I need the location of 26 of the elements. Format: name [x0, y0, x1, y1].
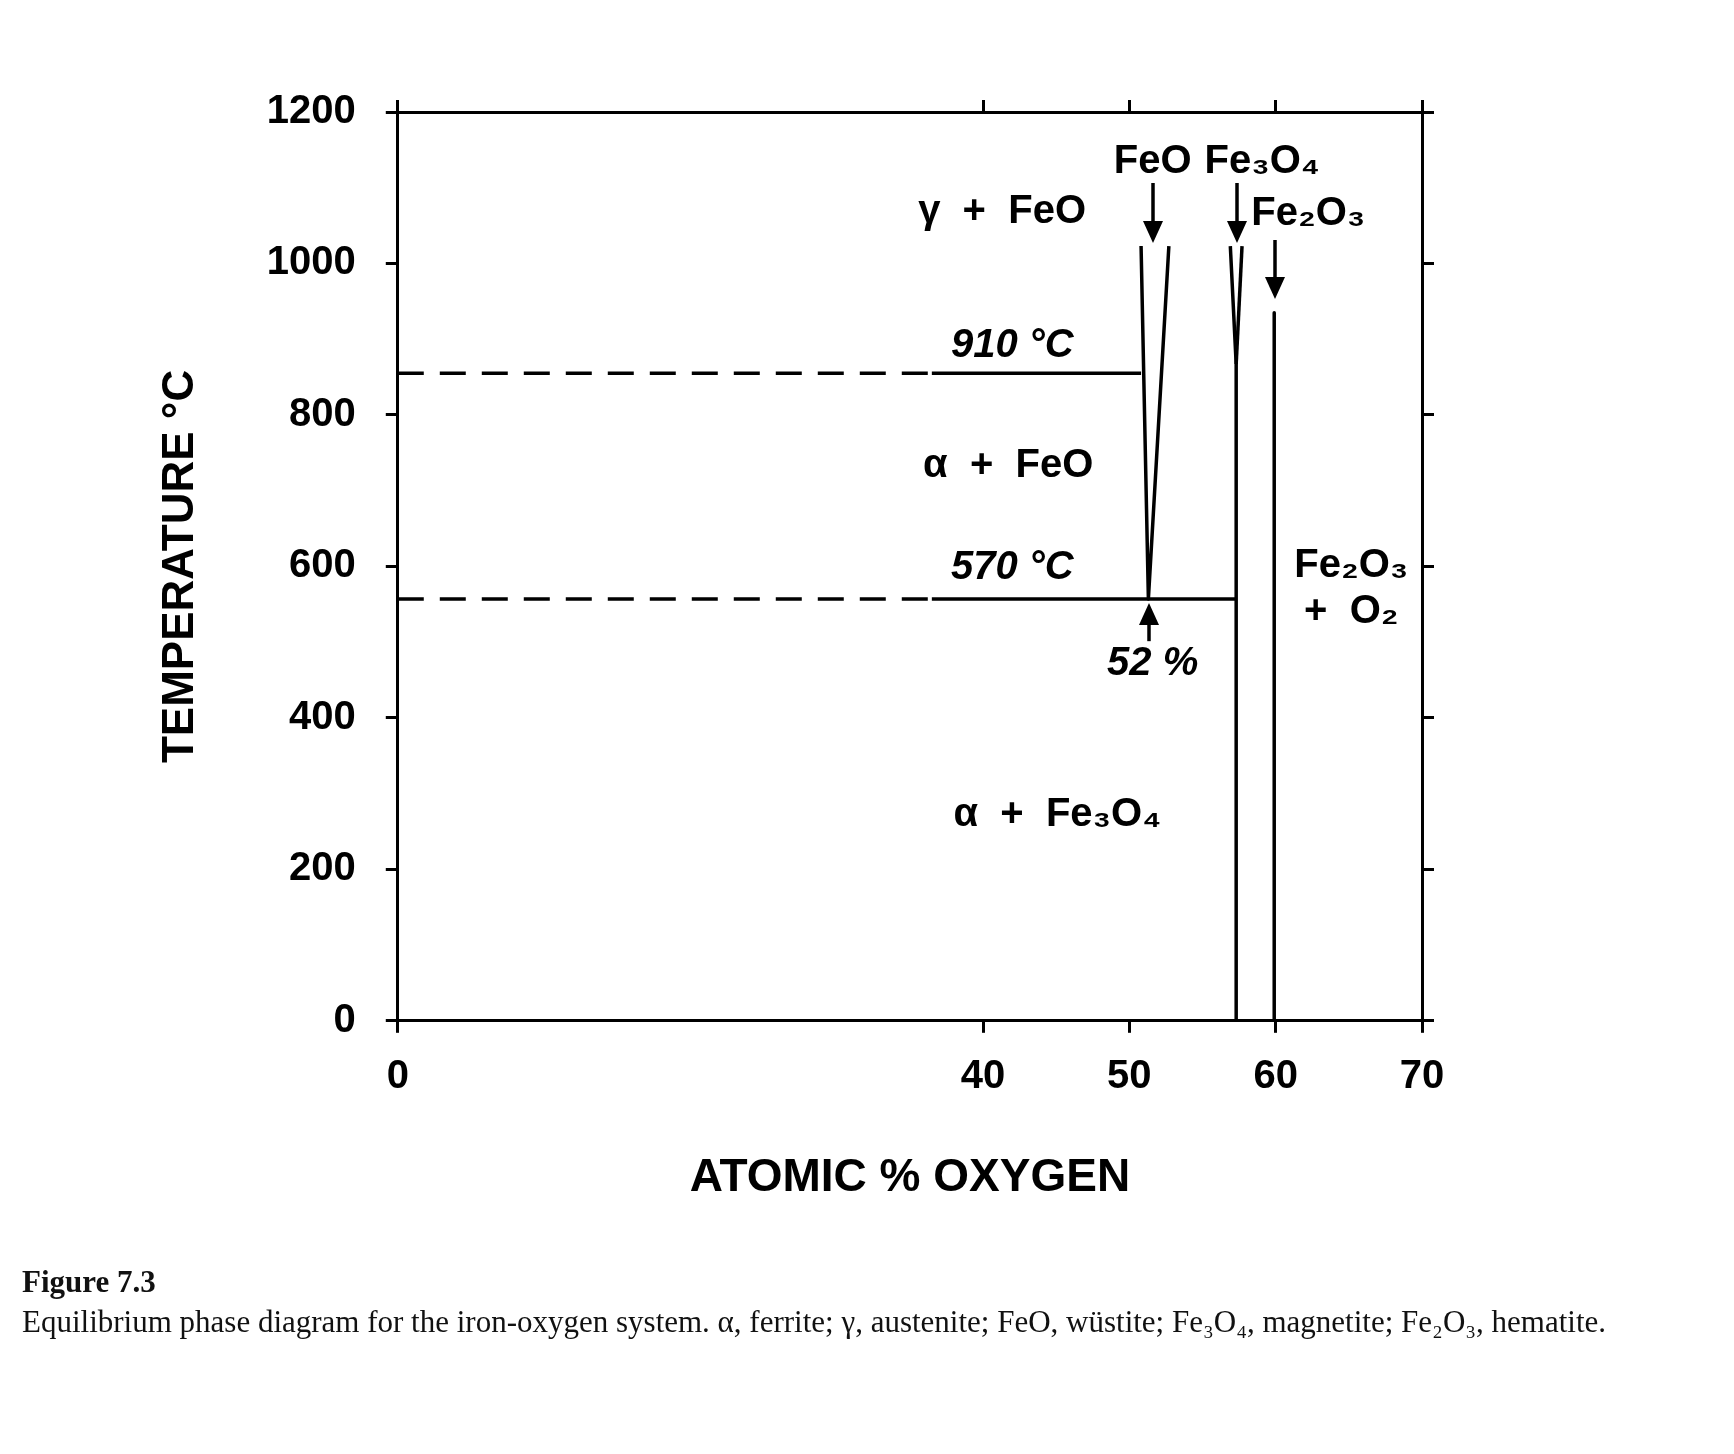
caption: Figure 7.3 [22, 1263, 157, 1301]
y-axis-title: TEMPERATURE °C [152, 369, 202, 764]
annotation: α + FeO [923, 440, 1094, 485]
x-axis-title: ATOMIC % OXYGEN [689, 1149, 1131, 1202]
annotation: 910 °C [950, 320, 1075, 365]
y-tick-label: 600 [289, 541, 356, 586]
x-tick-label: 0 [386, 1051, 409, 1096]
annotation: Fe₂O₃ + O₂ [1294, 541, 1409, 632]
x-tick-label: 60 [1253, 1051, 1298, 1096]
y-tick-label: 1000 [266, 238, 356, 283]
annotation: FeO [1113, 137, 1192, 182]
x-tick-label: 40 [960, 1051, 1006, 1096]
x-tick-label: 70 [1399, 1051, 1445, 1096]
annotation: 570 °C [950, 543, 1075, 588]
y-tick-label: 200 [289, 844, 356, 889]
annotation: γ + FeO [918, 187, 1086, 231]
annotation: Fe₃O₄ [1204, 137, 1320, 182]
annotation: Fe₂O₃ [1251, 188, 1366, 233]
text: Equilibrium phase diagram for the iron-oxygen system. α, ferrite; γ, austenite; FeO, wüstite; Fe₃O₄, magnetite; Fe₂O₃, hematite. [22, 1303, 1608, 1342]
annotation: α + Fe₃O₄ [953, 790, 1162, 835]
x-tick-label: 50 [1107, 1051, 1152, 1096]
y-tick-label: 0 [333, 995, 356, 1040]
y-tick-label: 800 [289, 389, 356, 434]
y-tick-label: 1200 [266, 87, 356, 132]
y-tick-label: 400 [289, 692, 356, 737]
annotation: 52 % [1107, 638, 1199, 683]
